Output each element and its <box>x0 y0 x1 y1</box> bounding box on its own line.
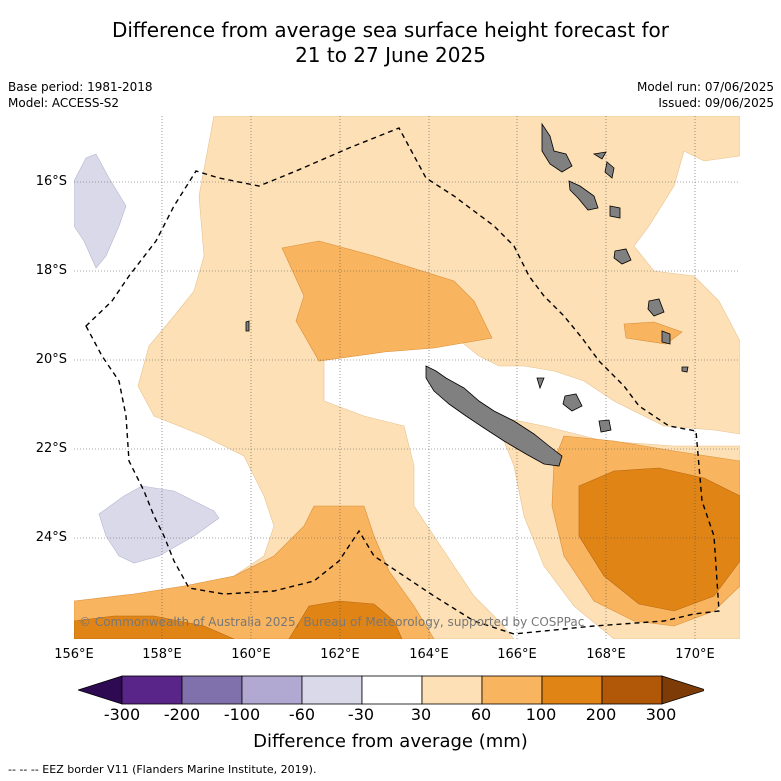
gridlines <box>74 116 740 639</box>
map-title: Difference from average sea surface heig… <box>0 18 781 68</box>
lat-label-18s: 18°S <box>35 263 67 278</box>
model-name: Model: ACCESS-S2 <box>8 96 120 110</box>
reef-isle <box>245 320 250 332</box>
colorbar-segment <box>541 675 603 705</box>
vanuatu-malekula <box>568 180 599 211</box>
vanuatu-north-islands <box>592 151 607 160</box>
colorbar-tick: -30 <box>347 705 375 724</box>
new-caledonia-island <box>425 365 563 467</box>
base-period: Base period: 1981-2018 <box>8 80 153 94</box>
loyalty-lifou <box>562 393 583 412</box>
title-line-1: Difference from average sea surface heig… <box>111 18 670 42</box>
vanuatu-efate <box>609 205 621 219</box>
meta-right: Model run: 07/06/2025 Issued: 09/06/2025 <box>637 79 774 111</box>
colorbar-extend-high <box>661 675 704 705</box>
colorbar-tick: -60 <box>288 705 316 724</box>
colorbar-tick: 30 <box>410 705 432 724</box>
loyalty-ouvea <box>536 377 545 390</box>
contour-minus30-minus60-southwest <box>98 485 220 564</box>
colorbar-segment <box>421 675 483 705</box>
colorbar <box>78 675 704 705</box>
loyalty-mare <box>598 419 612 433</box>
eez-footnote: -- -- -- EEZ border V11 (Flanders Marine… <box>8 763 317 776</box>
colorbar-tick: 100 <box>525 705 557 724</box>
colorbar-segment <box>601 675 663 705</box>
contour-minus30-minus60-northwest <box>74 153 127 269</box>
colorbar-segment <box>301 675 363 705</box>
colorbar-tick: -200 <box>163 705 201 724</box>
small-isle-a <box>681 366 689 373</box>
colorbar-segment <box>241 675 303 705</box>
colorbar-tick: -100 <box>223 705 261 724</box>
contour-100-200-south-center <box>288 600 403 639</box>
vanuatu-pentecost <box>604 161 615 179</box>
lon-label-170e: 170°E <box>675 647 715 662</box>
colorbar-label: Difference from average (mm) <box>253 731 528 752</box>
vanuatu-erromango <box>613 248 632 265</box>
colorbar-extend-low <box>78 675 123 705</box>
lon-label-166e: 166°E <box>497 647 537 662</box>
title-line-2: 21 to 27 June 2025 <box>295 43 486 67</box>
land-masses <box>245 122 689 467</box>
lon-label-160e: 160°E <box>231 647 271 662</box>
contour-30-60 <box>74 116 740 639</box>
contour-100-200-southeast <box>578 467 740 612</box>
colorbar-tick: 60 <box>470 705 492 724</box>
copyright-text: © Commonwealth of Australia 2025, Bureau… <box>79 615 584 629</box>
lat-label-20s: 20°S <box>35 352 67 367</box>
colorbar-segment <box>181 675 243 705</box>
colorbar-tick: 300 <box>645 705 677 724</box>
colorbar-segment <box>121 675 183 705</box>
colorbar-tick: -300 <box>103 705 141 724</box>
colorbar-segment <box>361 675 423 705</box>
lon-label-162e: 162°E <box>320 647 360 662</box>
lat-label-22s: 22°S <box>35 441 67 456</box>
meta-left: Base period: 1981-2018 Model: ACCESS-S2 <box>8 79 153 111</box>
colorbar-segment <box>481 675 543 705</box>
contour-60-100-center <box>281 240 493 362</box>
contour-100-200-south <box>74 615 235 639</box>
east-island-small <box>661 330 671 345</box>
colorbar-tick: 200 <box>585 705 617 724</box>
lat-label-16s: 16°S <box>35 174 67 189</box>
lat-label-24s: 24°S <box>35 530 67 545</box>
lon-label-158e: 158°E <box>142 647 182 662</box>
matthew-hunter-islands <box>647 298 665 317</box>
lon-label-156e: 156°E <box>54 647 94 662</box>
map-panel[interactable]: © Commonwealth of Australia 2025, Bureau… <box>74 116 740 639</box>
vanuatu-espiritu-santo <box>541 122 573 173</box>
issued-date: Issued: 09/06/2025 <box>658 96 774 110</box>
model-run: Model run: 07/06/2025 <box>636 80 774 94</box>
eez-border <box>85 127 720 635</box>
lon-label-164e: 164°E <box>409 647 449 662</box>
lon-label-168e: 168°E <box>586 647 626 662</box>
